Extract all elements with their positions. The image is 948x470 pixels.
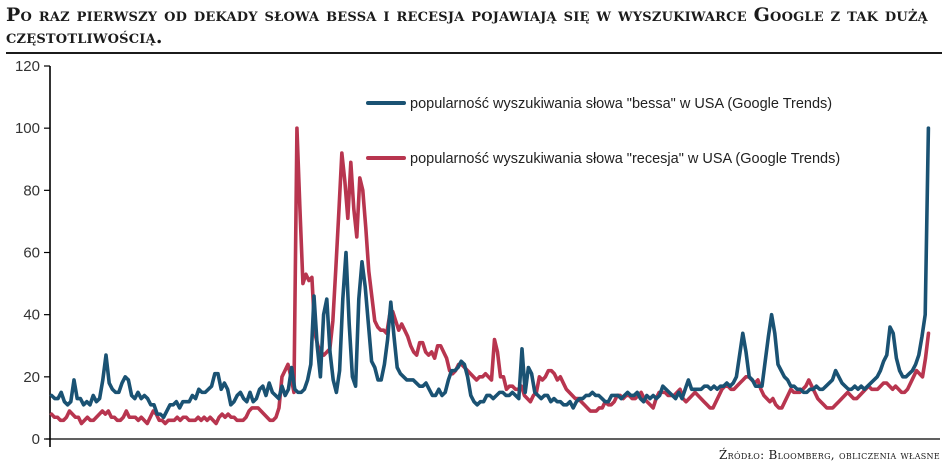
series-line-bessa <box>49 126 931 420</box>
y-tick-label: 40 <box>23 307 40 324</box>
y-axis: 0 20 40 60 80 100 120 <box>15 58 940 448</box>
chart-title: Po raz pierwszy od dekady słowa bessa i … <box>6 4 928 48</box>
source-note: Źródło: Bloomberg, obliczenia własne <box>719 448 940 462</box>
y-tick-label: 60 <box>23 245 40 262</box>
y-tick-label: 100 <box>15 120 40 137</box>
y-tick-label: 20 <box>23 369 40 386</box>
legend: popularność wyszukiwania słowa "bessa" w… <box>366 96 840 167</box>
series-layer <box>49 126 931 426</box>
y-tick-label: 120 <box>15 58 40 75</box>
series-line-recesja <box>49 126 931 426</box>
title-underline <box>6 52 942 54</box>
y-tick-label: 80 <box>23 182 40 199</box>
legend-label-recesja: popularność wyszukiwania słowa "recesja"… <box>410 151 840 167</box>
y-tick-label: 0 <box>32 431 40 448</box>
legend-label-bessa: popularność wyszukiwania słowa "bessa" w… <box>410 96 832 112</box>
